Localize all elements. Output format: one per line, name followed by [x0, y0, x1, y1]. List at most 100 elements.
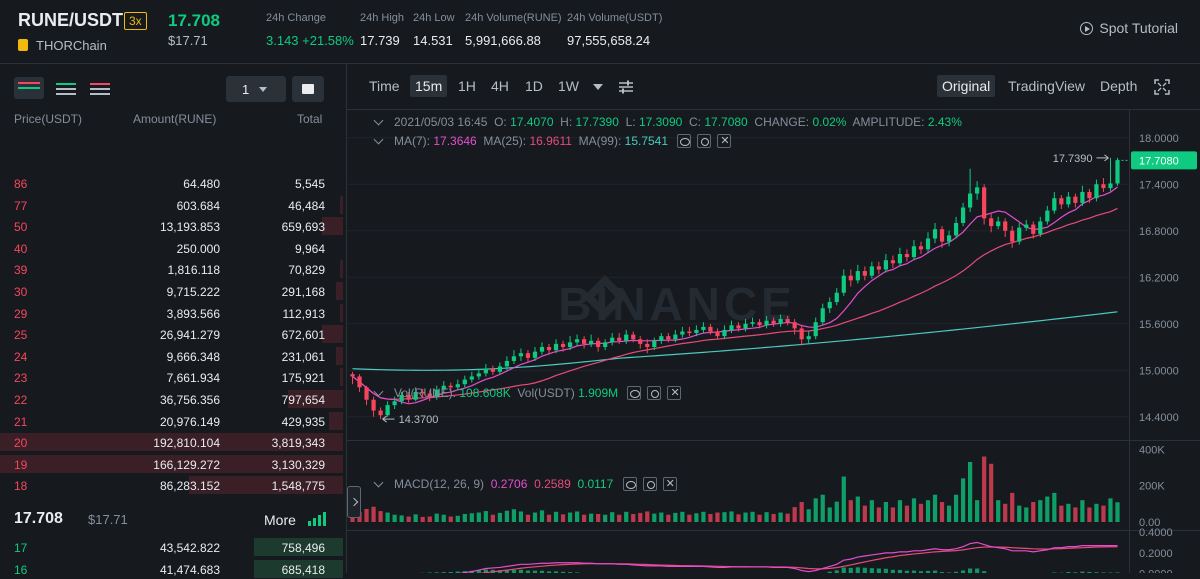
view-depth[interactable]: Depth	[1100, 78, 1137, 94]
amount-cell: 13,193.853	[160, 220, 220, 234]
candle-body	[807, 336, 811, 339]
candle-body	[568, 342, 572, 347]
price-cell: 22	[14, 393, 27, 407]
volume-bar	[1003, 504, 1007, 522]
candle-body	[786, 319, 790, 322]
chart-toolbar: Time 15m 1H 4H 1D 1W Original TradingVie…	[347, 64, 1200, 110]
candle-body	[357, 376, 361, 387]
candle-body	[884, 260, 888, 269]
candle-body	[1024, 225, 1028, 228]
interval-15m[interactable]: 15m	[410, 75, 447, 97]
total-cell: 46,484	[288, 199, 325, 213]
volume-bar	[554, 512, 558, 522]
view-tradingview[interactable]: TradingView	[1008, 78, 1085, 94]
candlestick-chart[interactable]: BINANCE18.000017.400016.800016.200015.60…	[347, 110, 1200, 573]
precision-select[interactable]: 1	[226, 76, 286, 102]
interval-4h[interactable]: 4H	[491, 78, 509, 94]
chevron-down-icon[interactable]	[374, 387, 384, 397]
volume-bar	[400, 515, 404, 522]
price-cell: 30	[14, 285, 27, 299]
interval-1d[interactable]: 1D	[525, 78, 543, 94]
orderbook-view-bids-button[interactable]	[52, 78, 80, 98]
ask-row[interactable]: 22 36,756.356 797,654	[0, 389, 343, 409]
price-cell: 16	[14, 563, 27, 577]
macd-tick-label: 0.4000	[1139, 527, 1173, 539]
eye-icon[interactable]	[627, 386, 641, 400]
amount-cell: 9,715.222	[167, 285, 220, 299]
price-tick-label: 18.0000	[1139, 133, 1179, 145]
ohlc-amplitude: 2.43%	[928, 115, 962, 129]
candle-body	[793, 322, 797, 328]
orderbook-view-asks-button[interactable]	[86, 78, 114, 98]
price-cell: 21	[14, 415, 27, 429]
collapse-panel-button[interactable]	[347, 486, 361, 518]
candle-body	[603, 342, 607, 347]
view-original[interactable]: Original	[937, 75, 995, 97]
volume-bar	[589, 514, 593, 522]
amount-cell: 36,756.356	[160, 393, 220, 407]
volume-bar	[1087, 507, 1091, 522]
orderbook-view-both-button[interactable]	[14, 77, 44, 99]
volume-bar	[428, 517, 432, 522]
close-icon[interactable]	[667, 386, 681, 400]
more-button[interactable]: More	[264, 512, 296, 528]
volume-bar	[1101, 506, 1105, 522]
depth-bar	[336, 347, 343, 365]
orderbook-settings-button[interactable]	[292, 76, 324, 102]
more-intervals-chevron-icon[interactable]	[593, 84, 603, 90]
volume-bar	[1108, 498, 1112, 522]
volume-bar	[961, 478, 965, 522]
volume-bar	[624, 512, 628, 522]
total-cell: 1,548,775	[272, 479, 325, 493]
volume-bar	[800, 502, 804, 522]
fullscreen-icon[interactable]	[1154, 79, 1170, 95]
volume-bar	[807, 509, 811, 522]
candle-body	[540, 347, 544, 352]
chevron-down-icon[interactable]	[374, 478, 384, 488]
interval-time[interactable]: Time	[369, 78, 400, 94]
eye-icon[interactable]	[623, 477, 637, 491]
volume-bar	[477, 513, 481, 522]
volume-bar	[463, 514, 467, 522]
chevron-down-icon[interactable]	[374, 135, 384, 145]
chevron-down-icon[interactable]	[374, 116, 384, 126]
amount-cell: 26,941.279	[160, 328, 220, 342]
interval-1w[interactable]: 1W	[558, 78, 579, 94]
gear-icon[interactable]	[643, 477, 657, 491]
volume-bar	[442, 515, 446, 522]
spot-tutorial-link[interactable]: Spot Tutorial	[1080, 20, 1178, 36]
volume-bar	[722, 512, 726, 522]
candle-body	[982, 187, 986, 218]
gear-icon[interactable]	[647, 386, 661, 400]
volume-bar	[835, 502, 839, 522]
eye-icon[interactable]	[677, 134, 691, 148]
interval-1h[interactable]: 1H	[458, 78, 476, 94]
amount-cell: 603.684	[177, 199, 220, 213]
volume-bar	[631, 514, 635, 522]
close-icon[interactable]	[717, 134, 731, 148]
total-cell: 797,654	[282, 393, 325, 407]
candle-body	[554, 344, 558, 350]
indicator-settings-icon[interactable]	[618, 79, 634, 95]
price-cell: 39	[14, 263, 27, 277]
candle-body	[863, 271, 867, 276]
gear-icon[interactable]	[697, 134, 711, 148]
price-tick-label: 14.4000	[1139, 412, 1179, 424]
close-icon[interactable]	[663, 477, 677, 491]
